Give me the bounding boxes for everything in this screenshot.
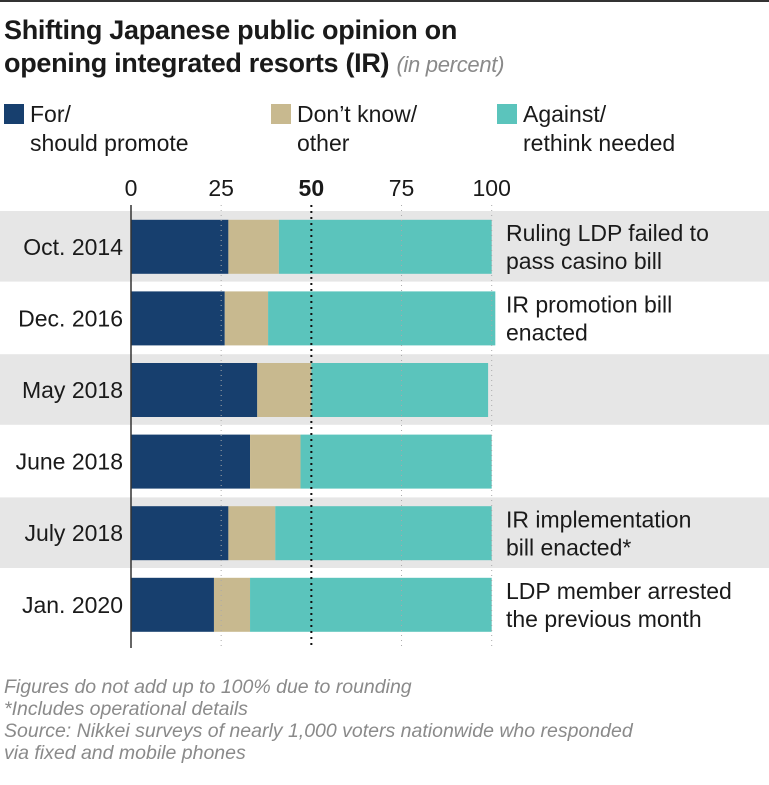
legend-item-against: Against/rethink needed [497,100,675,158]
legend-item-for: For/should promote [4,100,189,158]
legend-label: should promote [30,130,189,156]
bar-segment-against [278,219,492,274]
annotation-text: IR promotion bill [506,292,672,318]
footnote-rounding: Figures do not add up to 100% due to rou… [4,676,412,698]
x-tick-label: 75 [389,175,415,201]
bar-segment-for [131,219,229,274]
source-line-1: Source: Nikkei surveys of nearly 1,000 v… [4,720,633,742]
bar-segment-for [131,363,258,417]
bar-segment-dont-know [228,506,276,561]
category-label: Oct. 2014 [23,234,123,260]
annotation-text: Ruling LDP failed to [506,220,709,246]
source-line-2: via fixed and mobile phones [4,742,246,764]
annotation-text: enacted [506,320,588,346]
title-line-1: Shifting Japanese public opinion on [4,15,458,45]
legend-label: Don’t know/ [297,101,418,127]
bar-segment-dont-know [213,577,251,632]
annotation-text: pass casino bill [506,248,662,274]
annotation-text: bill enacted* [506,534,631,560]
x-tick-label: 50 [299,175,325,201]
bar-segment-dont-know [224,291,269,346]
category-label: Jan. 2020 [22,592,123,618]
title-line-2: opening integrated resorts (IR) (in perc… [4,47,504,81]
legend-label: other [297,130,350,156]
bar-segment-for [131,577,214,632]
category-label: May 2018 [22,377,123,403]
bar-segment-against [250,577,492,632]
legend-label: Against/ [523,101,607,127]
bar-segment-for [131,291,225,346]
x-tick-label: 25 [208,175,234,201]
unit-label: (in percent) [396,52,505,77]
bar-segment-against [275,506,492,561]
annotation-text: LDP member arrested [506,578,732,604]
legend-label: For/ [30,101,71,127]
footer-notes: Figures do not add up to 100% due to rou… [4,676,633,764]
annotation-text: the previous month [506,606,702,632]
legend-label: rethink needed [523,130,676,156]
bar-segment-dont-know [228,219,279,274]
top-rule [0,0,769,2]
bar-segment-against [268,291,496,346]
bar-segment-for [131,434,251,489]
legend-swatch-dont-know [271,104,291,124]
category-label: July 2018 [25,520,123,546]
bar-segment-dont-know [250,434,301,489]
legend-swatch-for [4,104,24,124]
chart-title: Shifting Japanese public opinion on open… [4,14,504,81]
category-label: June 2018 [16,449,123,475]
annotation-text: IR implementation [506,506,691,532]
x-tick-label: 100 [473,175,511,201]
footnote-asterisk: *Includes operational details [4,698,248,720]
bar-segment-against [311,363,489,417]
x-tick-label: 0 [125,175,138,201]
category-label: Dec. 2016 [18,305,123,331]
title-line-2-text: opening integrated resorts (IR) [4,48,390,78]
legend-item-dont-know: Don’t know/other [271,100,417,158]
bar-segment-dont-know [257,363,312,417]
bar-segment-against [300,434,492,489]
bar-segment-for [131,506,229,561]
legend-swatch-against [497,104,517,124]
